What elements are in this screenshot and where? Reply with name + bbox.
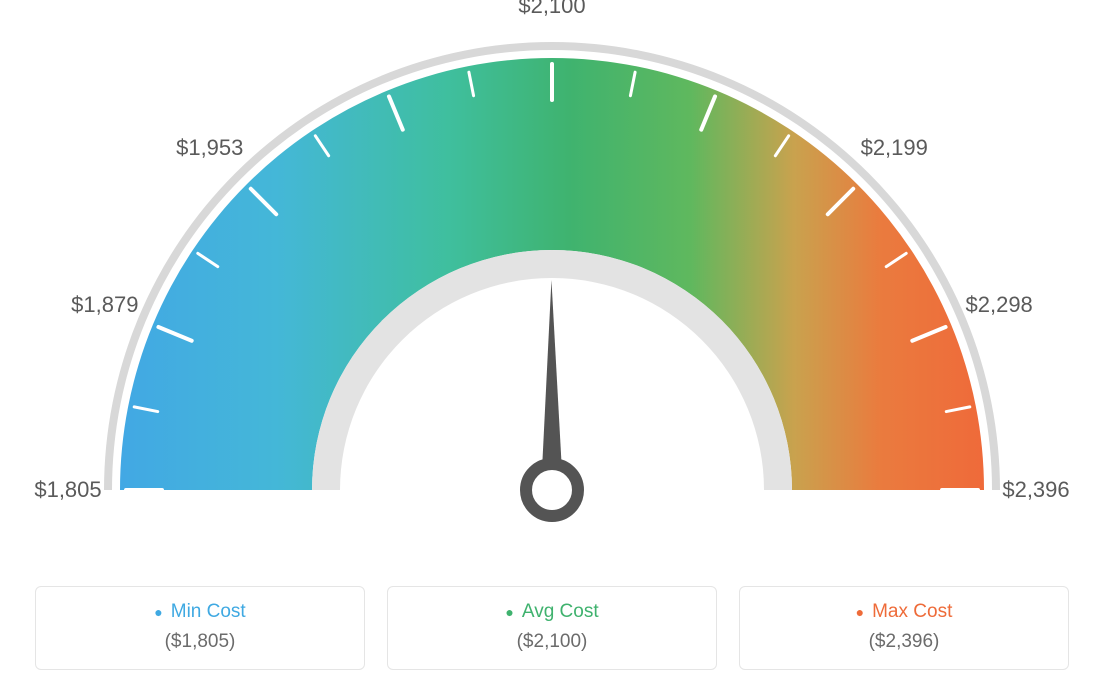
- legend-max-label: Max Cost: [750, 601, 1058, 623]
- gauge-svg: [0, 0, 1104, 560]
- gauge-tick-label: $1,879: [71, 292, 138, 318]
- gauge-tick-label: $1,953: [176, 135, 243, 161]
- legend-min-label: Min Cost: [46, 601, 354, 623]
- legend-card-min: Min Cost ($1,805): [35, 586, 365, 670]
- legend-min-value: ($1,805): [46, 631, 354, 653]
- gauge-tick-label: $2,100: [518, 0, 585, 19]
- legend-avg-label: Avg Cost: [398, 601, 706, 623]
- legend-row: Min Cost ($1,805) Avg Cost ($2,100) Max …: [0, 586, 1104, 670]
- cost-gauge: $1,805 $1,879 $1,953 $2,100 $2,199 $2,298 $2,3…: [0, 0, 1104, 560]
- gauge-tick-label: $2,298: [966, 292, 1033, 318]
- legend-max-value: ($2,396): [750, 631, 1058, 653]
- legend-card-max: Max Cost ($2,396): [739, 586, 1069, 670]
- gauge-tick-label: $1,805: [34, 477, 101, 503]
- legend-avg-value: ($2,100): [398, 631, 706, 653]
- gauge-tick-label: $2,396: [1002, 477, 1069, 503]
- legend-card-avg: Avg Cost ($2,100): [387, 586, 717, 670]
- gauge-tick-label: $2,199: [861, 135, 928, 161]
